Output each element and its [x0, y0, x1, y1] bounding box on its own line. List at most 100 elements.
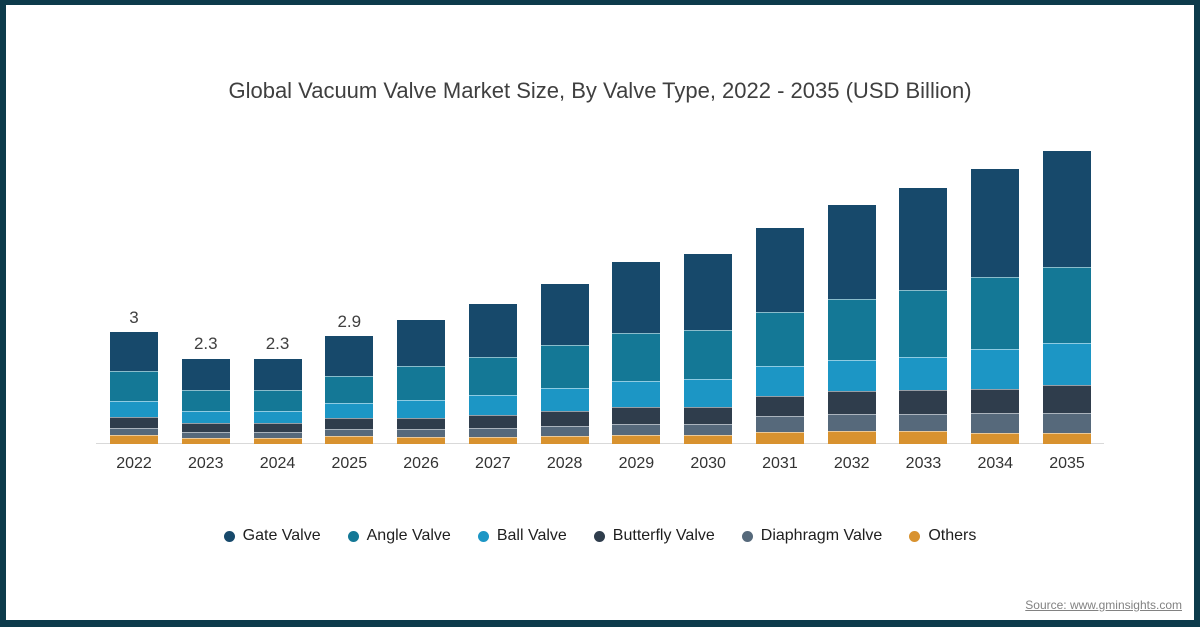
bar-group-2022 [110, 332, 158, 444]
x-tick-2032: 2032 [833, 455, 870, 472]
bar-segment-butterfly-valve-2024 [253, 423, 302, 432]
bar-segment-butterfly-valve-2025 [325, 418, 374, 429]
bar-segment-ball-valve-2035 [1043, 343, 1091, 385]
bar-group-2033 [899, 188, 948, 444]
bar-segment-butterfly-valve-2031 [755, 396, 804, 416]
bar-segment-ball-valve-2024 [253, 411, 302, 423]
bar-segment-others-2023 [181, 438, 230, 444]
bar-segment-diaphragm-valve-2027 [468, 428, 517, 437]
legend-label: Others [928, 527, 977, 544]
bar-group-2024 [253, 359, 302, 444]
legend-dot-icon [223, 530, 235, 542]
x-tick-2027: 2027 [475, 455, 511, 472]
legend-label: Diaphragm Valve [760, 527, 883, 544]
bar-group-2025 [325, 336, 374, 444]
bar-segment-gate-valve-2030 [684, 254, 733, 330]
bar-segment-butterfly-valve-2026 [397, 418, 446, 429]
legend-label: Angle Valve [366, 527, 451, 544]
source-note[interactable]: Source: www.gminsights.com [1025, 598, 1182, 612]
bar-segment-butterfly-valve-2032 [827, 391, 876, 414]
bar-segment-angle-valve-2027 [468, 357, 517, 395]
bar-segment-others-2034 [971, 433, 1020, 444]
bar-segment-ball-valve-2034 [971, 349, 1020, 389]
legend-item-angle-valve: Angle Valve [347, 527, 451, 545]
x-tick-2034: 2034 [977, 455, 1014, 472]
legend-dot-icon [741, 530, 753, 542]
bar-segment-diaphragm-valve-2026 [397, 429, 446, 437]
bar-segment-gate-valve-2031 [755, 228, 804, 312]
bar-segment-diaphragm-valve-2030 [684, 424, 733, 435]
bar-segment-others-2026 [397, 437, 446, 444]
bar-segment-diaphragm-valve-2034 [971, 413, 1020, 433]
bar-segment-angle-valve-2031 [755, 312, 804, 366]
bar-group-2030 [684, 254, 733, 444]
bar-segment-ball-valve-2022 [110, 401, 158, 417]
legend-label: Ball Valve [496, 527, 567, 544]
bar-segment-others-2035 [1043, 433, 1091, 444]
bar-group-2032 [827, 205, 876, 444]
bar-segment-angle-valve-2028 [540, 345, 589, 388]
bar-group-2028 [540, 284, 589, 444]
bar-group-2035 [1043, 151, 1091, 444]
bar-segment-angle-valve-2035 [1043, 267, 1091, 343]
bar-segment-gate-valve-2025 [325, 336, 374, 376]
legend-dot-icon [347, 530, 359, 542]
bar-segment-angle-valve-2029 [612, 333, 661, 381]
bar-segment-ball-valve-2032 [827, 360, 876, 391]
x-tick-2033: 2033 [905, 455, 942, 472]
bar-segment-ball-valve-2031 [755, 366, 804, 396]
bar-segment-diaphragm-valve-2032 [827, 414, 876, 431]
x-tick-2035: 2035 [1049, 455, 1085, 472]
x-tick-2023: 2023 [187, 455, 224, 472]
bar-segment-gate-valve-2033 [899, 188, 948, 290]
bar-segment-butterfly-valve-2023 [181, 423, 230, 432]
bar-segment-diaphragm-valve-2025 [325, 429, 374, 436]
bar-segment-gate-valve-2022 [110, 332, 158, 371]
bar-segment-butterfly-valve-2028 [540, 411, 589, 426]
bar-segment-ball-valve-2029 [612, 381, 661, 407]
bar-segment-butterfly-valve-2030 [684, 407, 733, 424]
bar-segment-others-2031 [755, 432, 804, 444]
bar-segment-angle-valve-2025 [325, 376, 374, 403]
x-tick-2024: 2024 [259, 455, 296, 472]
bar-group-2027 [468, 304, 517, 444]
bar-segment-ball-valve-2027 [468, 395, 517, 415]
legend-item-diaphragm-valve: Diaphragm Valve [741, 527, 883, 545]
bar-segment-diaphragm-valve-2023 [181, 432, 230, 438]
bar-segment-gate-valve-2034 [971, 169, 1020, 277]
bar-segment-diaphragm-valve-2028 [540, 426, 589, 436]
x-tick-2026: 2026 [403, 455, 439, 472]
bar-segment-gate-valve-2032 [827, 205, 876, 299]
bar-segment-butterfly-valve-2029 [612, 407, 661, 424]
x-tick-2022: 2022 [116, 455, 152, 472]
legend-item-ball-valve: Ball Valve [477, 527, 567, 545]
bar-segment-others-2028 [540, 436, 589, 444]
bar-segment-angle-valve-2030 [684, 330, 733, 379]
legend-item-butterfly-valve: Butterfly Valve [593, 527, 715, 545]
bar-segment-diaphragm-valve-2033 [899, 414, 948, 431]
bar-segment-butterfly-valve-2035 [1043, 385, 1091, 413]
bar-segment-others-2032 [827, 431, 876, 444]
bar-total-label-2022: 3 [129, 308, 139, 327]
bar-segment-others-2025 [325, 436, 374, 444]
bar-segment-angle-valve-2033 [899, 290, 948, 357]
legend-label: Gate Valve [242, 527, 321, 544]
bar-segment-ball-valve-2026 [397, 400, 446, 418]
x-tick-2029: 2029 [618, 455, 655, 472]
x-axis-line [96, 443, 1104, 444]
bar-segment-others-2029 [612, 435, 661, 444]
bar-segment-ball-valve-2025 [325, 403, 374, 418]
bar-segment-gate-valve-2029 [612, 262, 661, 333]
bar-segment-diaphragm-valve-2031 [755, 416, 804, 432]
bar-segment-butterfly-valve-2022 [110, 417, 158, 428]
bar-segment-diaphragm-valve-2029 [612, 424, 661, 435]
legend-item-gate-valve: Gate Valve [223, 527, 321, 545]
legend-dot-icon [909, 530, 921, 542]
bar-segment-ball-valve-2033 [899, 357, 948, 390]
legend-dot-icon [593, 530, 605, 542]
bar-segment-angle-valve-2032 [827, 299, 876, 360]
bar-total-label-2025: 2.9 [337, 312, 362, 331]
bar-total-label-2024: 2.3 [265, 334, 290, 353]
